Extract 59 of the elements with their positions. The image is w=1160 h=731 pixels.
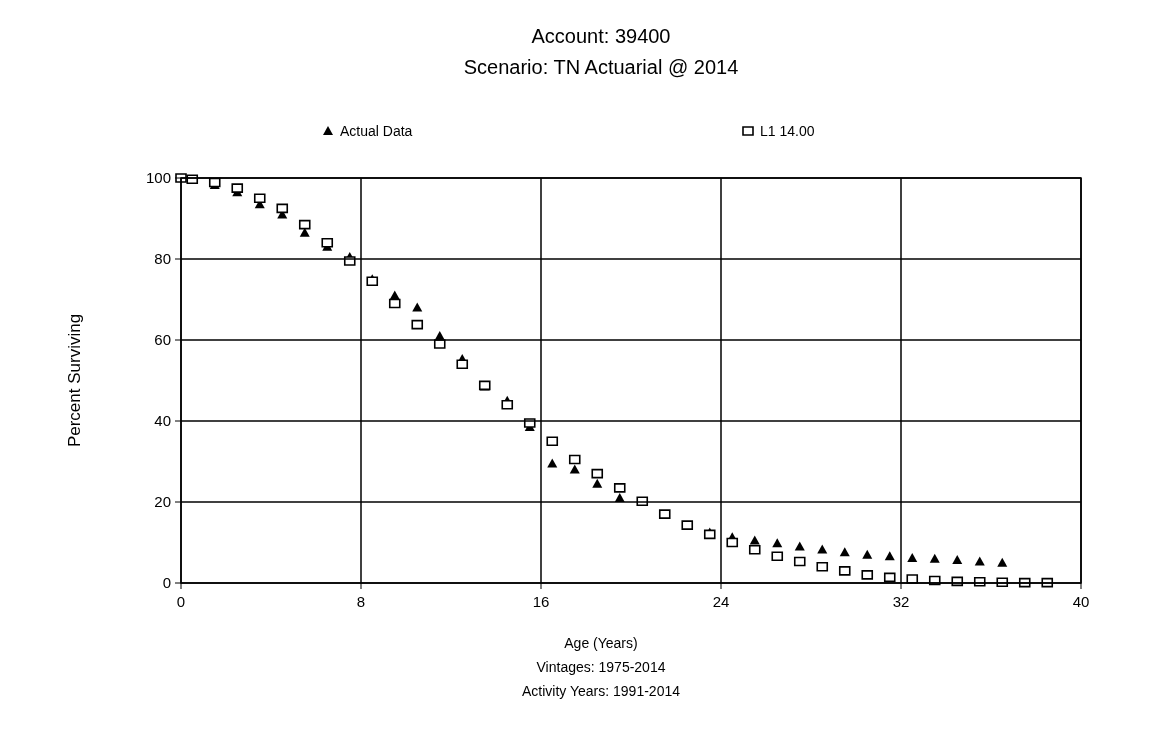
point <box>793 556 806 567</box>
x-tick-label: 8 <box>356 593 366 610</box>
point <box>389 290 400 300</box>
point <box>997 557 1008 567</box>
x-tick-label: 40 <box>1072 593 1090 610</box>
point <box>862 549 873 559</box>
x-tick-label: 32 <box>892 593 910 610</box>
point <box>884 551 895 561</box>
legend-label: L1 14.00 <box>760 123 815 139</box>
point <box>569 464 580 474</box>
point <box>726 537 739 548</box>
point <box>816 562 829 572</box>
point <box>929 553 940 563</box>
y-axis-title: Percent Surviving <box>65 313 84 448</box>
point <box>817 544 828 554</box>
point <box>771 551 784 562</box>
point <box>231 183 244 193</box>
x-axis-title: Age (Years) <box>564 635 638 651</box>
point <box>546 436 559 447</box>
point <box>592 478 603 488</box>
y-tick-label: 60 <box>154 331 171 348</box>
point <box>794 541 805 551</box>
point <box>276 203 289 214</box>
point <box>456 359 469 370</box>
chart-subtitle: Scenario: TN Actuarial @ 2014 <box>463 56 739 78</box>
text: Vintages: 1975-2014 <box>536 659 666 675</box>
point <box>681 520 694 530</box>
y-tick-label: 20 <box>154 493 171 510</box>
point <box>907 552 918 562</box>
point <box>298 219 311 230</box>
point <box>547 458 558 468</box>
point <box>412 302 423 312</box>
x-tick-label: 16 <box>532 593 550 610</box>
point <box>974 556 985 566</box>
point <box>772 538 783 548</box>
point <box>613 483 626 493</box>
point <box>658 509 671 519</box>
text: Activity Years: 1991-2014 <box>522 683 681 699</box>
x-tick-label: 24 <box>712 593 730 610</box>
y-tick-label: 40 <box>154 412 171 429</box>
point <box>411 319 424 330</box>
point <box>501 400 514 410</box>
point <box>568 454 581 465</box>
point <box>748 544 761 555</box>
point <box>388 298 401 309</box>
point <box>838 566 851 576</box>
y-tick-label: 100 <box>145 169 171 186</box>
point <box>591 468 604 479</box>
point <box>839 547 850 557</box>
point <box>253 193 266 204</box>
y-tick-label: 0 <box>162 574 171 591</box>
point <box>861 570 874 580</box>
y-tick-label: 80 <box>154 250 171 267</box>
point <box>749 535 760 545</box>
legend-label: Actual Data <box>340 123 413 139</box>
x-tick-label: 0 <box>176 593 186 610</box>
chart-title: Account: 39400 <box>531 25 671 47</box>
point <box>952 554 963 564</box>
point <box>883 572 896 583</box>
